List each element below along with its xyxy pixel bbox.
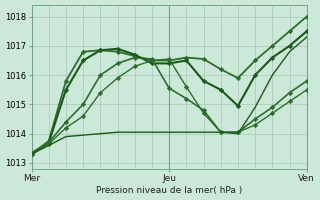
X-axis label: Pression niveau de la mer( hPa ): Pression niveau de la mer( hPa )	[96, 186, 242, 195]
